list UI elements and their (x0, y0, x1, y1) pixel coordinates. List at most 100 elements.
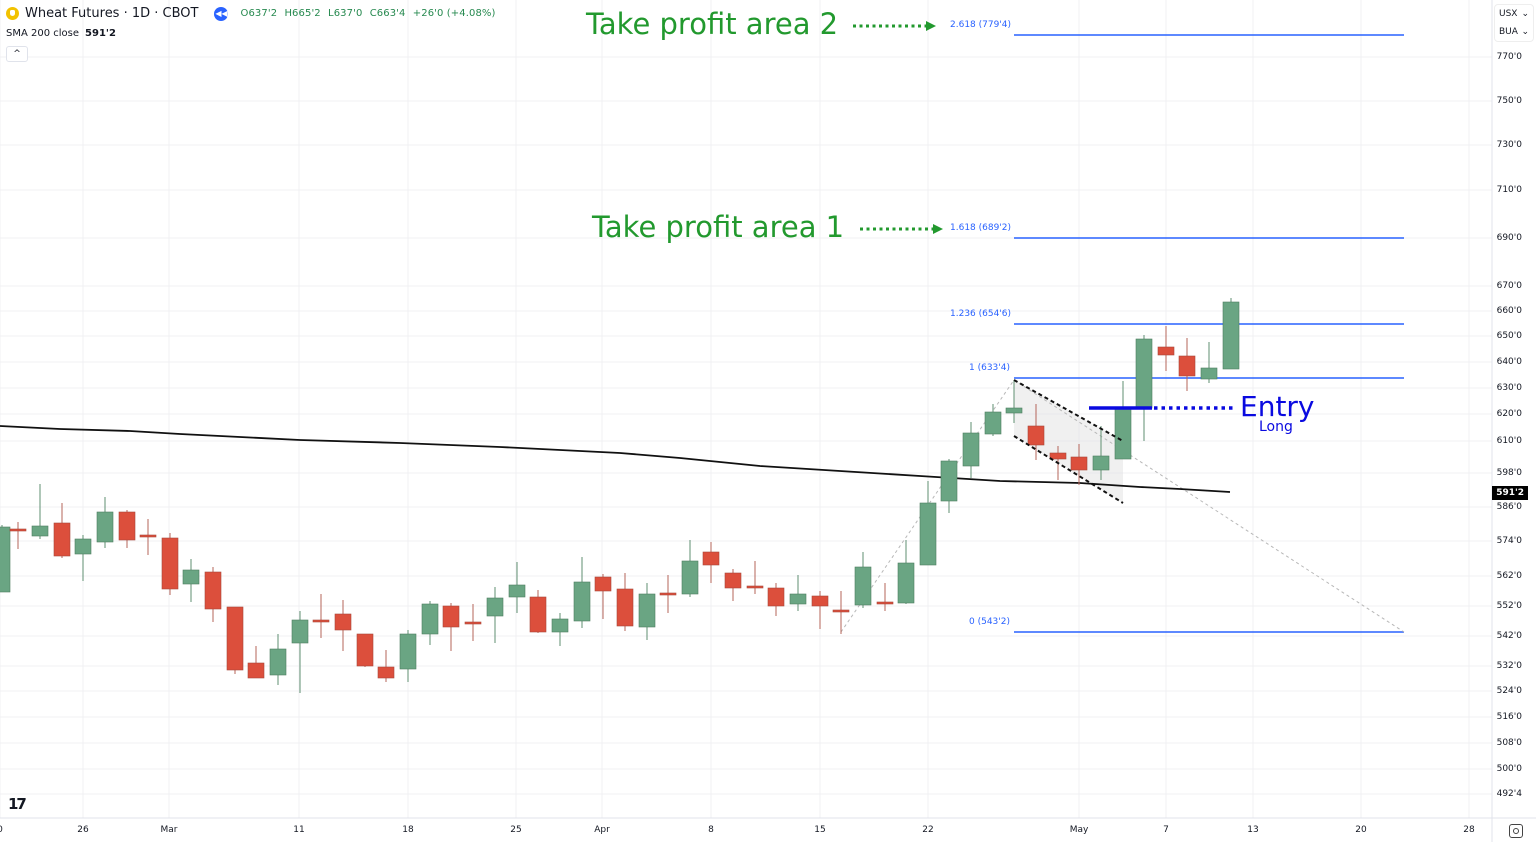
currency-select[interactable]: USX ⌄ (1495, 5, 1533, 23)
candle-body (746, 585, 764, 589)
price-tick-label: 586'0 (1496, 502, 1522, 512)
candle-body (1049, 452, 1067, 460)
time-tick-label: May (1069, 825, 1089, 835)
candle-body (681, 560, 699, 595)
collapse-legend-button[interactable]: ^ (6, 46, 28, 62)
candle-body (9, 528, 27, 532)
chevron-down-icon: ⌄ (1521, 27, 1529, 37)
ohlc-close: C663'4 (369, 8, 406, 19)
time-tick-label: 18 (402, 825, 414, 835)
candle-body (594, 576, 612, 592)
candle-body (789, 593, 807, 605)
price-tick-label: 500'0 (1496, 764, 1522, 774)
candle-body (529, 596, 547, 633)
unit-select[interactable]: BUA ⌄ (1495, 23, 1533, 41)
candle-body (291, 619, 309, 644)
candle-body (31, 525, 49, 537)
price-tick-label: 770'0 (1496, 52, 1522, 62)
candle-body (312, 619, 330, 623)
candle-body (551, 618, 569, 633)
candle-body (0, 526, 11, 593)
entry-label: Entry (1240, 390, 1315, 423)
candle-body (96, 511, 114, 543)
time-tick-label: 8 (708, 825, 714, 835)
price-tick-label: 610'0 (1496, 436, 1522, 446)
price-tick-label: 710'0 (1496, 185, 1522, 195)
candle-body (1005, 407, 1023, 414)
candle-body (356, 633, 374, 667)
candle-body (897, 562, 915, 604)
price-tick-label: 730'0 (1496, 140, 1522, 150)
candle-body (1178, 355, 1196, 377)
candle-body (334, 613, 352, 631)
candle-body (832, 609, 850, 613)
tp2-arrow-head (926, 21, 936, 31)
time-tick-label: Apr (594, 825, 610, 835)
candle-body (269, 648, 287, 676)
fib-level-label: 1.618 (689'2) (950, 223, 1012, 233)
candle-body (854, 566, 872, 606)
candle-body (876, 601, 894, 605)
candle-body (811, 595, 829, 607)
price-tick-label: 670'0 (1496, 281, 1522, 291)
candle-body (464, 621, 482, 625)
price-tick-label: 650'0 (1496, 331, 1522, 341)
candle-body (139, 534, 157, 538)
candle-body (204, 571, 222, 610)
candle-body (984, 411, 1002, 435)
candle-body (486, 597, 504, 617)
settings-icon[interactable] (1509, 824, 1523, 838)
candle-body (182, 569, 200, 585)
candle-body (1092, 455, 1110, 471)
price-tick-label: 532'0 (1496, 661, 1522, 671)
sma-legend[interactable]: SMA 200 close 591'2 (6, 28, 116, 39)
price-tick-label: 620'0 (1496, 409, 1522, 419)
price-tick-label: 690'0 (1496, 233, 1522, 243)
candle-body (508, 584, 526, 598)
time-tick-label: 26 (77, 825, 89, 835)
long-label: Long (1259, 419, 1293, 435)
candle-body (1027, 425, 1045, 446)
time-tick-label: Mar (160, 825, 178, 835)
tp1-arrow-head (933, 224, 943, 234)
chevron-down-icon: ⌄ (1521, 9, 1529, 19)
price-tick-label: 552'0 (1496, 601, 1522, 611)
price-tick-label: 750'0 (1496, 96, 1522, 106)
time-tick-label: 20 (1355, 825, 1367, 835)
price-tick-label: 542'0 (1496, 631, 1522, 641)
channel-fill (1014, 380, 1123, 503)
candle-body (1135, 338, 1153, 409)
ohlc-change: +26'0 (+4.08%) (412, 8, 496, 19)
price-tick-label: 630'0 (1496, 383, 1522, 393)
sma-value: 591'2 (85, 28, 116, 39)
ohlc-open: O637'2 (240, 8, 278, 19)
candle-body (1070, 456, 1088, 471)
price-tick-label: 516'0 (1496, 712, 1522, 722)
unit-selector[interactable]: USX ⌄ BUA ⌄ (1494, 4, 1534, 42)
candle-body (53, 522, 71, 557)
candle-body (1157, 346, 1175, 356)
symbol-title[interactable]: Wheat Futures · 1D · CBOT (25, 6, 199, 21)
candle-body (767, 587, 785, 607)
candle-body (226, 606, 244, 671)
candle-body (702, 551, 720, 566)
price-tick-label: 524'0 (1496, 686, 1522, 696)
time-tick-label: 13 (1247, 825, 1259, 835)
fib-trend-line (1013, 379, 1405, 633)
candle-body (919, 502, 937, 566)
price-tick-label: 640'0 (1496, 357, 1522, 367)
candle-body (1222, 301, 1240, 370)
candle-body (659, 592, 677, 596)
candle-body (573, 581, 591, 622)
replay-icon[interactable]: ◀◀ (214, 6, 229, 21)
time-tick-label: 28 (1463, 825, 1475, 835)
candle-body (421, 603, 439, 635)
tradingview-logo[interactable]: 17 (8, 795, 27, 813)
candle-body (1200, 367, 1218, 380)
unit-value: BUA (1499, 27, 1518, 37)
current-price-badge: 591'2 (1492, 486, 1528, 500)
time-tick-label: 15 (814, 825, 826, 835)
price-tick-label: 562'0 (1496, 571, 1522, 581)
take-profit-1-label: Take profit area 1 (592, 210, 845, 244)
